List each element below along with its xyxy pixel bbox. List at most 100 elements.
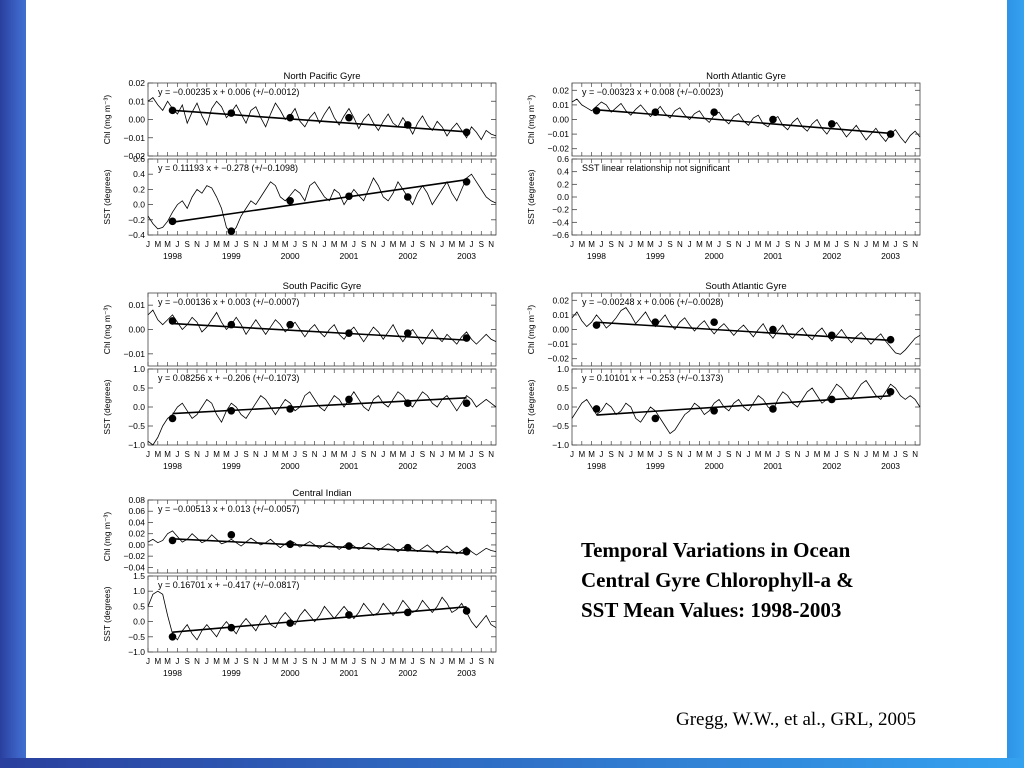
month-label: J — [864, 240, 868, 249]
annual-mean-point — [403, 543, 412, 552]
y-tick-label: 0.02 — [552, 85, 569, 95]
month-label: M — [706, 240, 713, 249]
month-label: N — [488, 240, 494, 249]
month-label: J — [234, 240, 238, 249]
annual-mean-point — [886, 388, 895, 396]
month-label: J — [570, 240, 574, 249]
month-label: J — [717, 240, 721, 249]
month-label: S — [243, 657, 248, 666]
annual-mean-point — [462, 334, 471, 342]
plot-frame — [147, 575, 497, 653]
year-label: 2001 — [763, 461, 782, 471]
month-label: J — [746, 240, 750, 249]
y-tick-label: −1.0 — [128, 647, 145, 657]
month-label: M — [154, 657, 161, 666]
year-label: 1998 — [587, 461, 606, 471]
annual-mean-point — [286, 113, 294, 122]
annual-mean-point — [462, 547, 471, 556]
y-tick-label: 0.4 — [557, 167, 569, 177]
fit-equation: y = 0.10101 x + −0.253 (+/−0.1373) — [582, 373, 723, 383]
y-tick-label: 0.2 — [133, 184, 145, 194]
monthly-series-line — [571, 379, 921, 435]
month-label: J — [469, 450, 473, 459]
annual-mean-point — [886, 335, 895, 344]
month-label: M — [449, 450, 456, 459]
month-label: M — [331, 240, 338, 249]
month-label: N — [853, 240, 859, 249]
trend-line — [172, 538, 467, 555]
month-label: J — [688, 450, 692, 459]
month-label: S — [361, 657, 366, 666]
annual-mean-point — [345, 192, 353, 201]
year-label: 2000 — [281, 251, 300, 261]
y-tick-label: 0.08 — [128, 495, 145, 505]
y-tick-label: −0.4 — [552, 217, 569, 227]
month-label: N — [371, 450, 377, 459]
month-label: J — [835, 240, 839, 249]
month-label: M — [824, 240, 831, 249]
month-label: S — [243, 450, 248, 459]
month-label: N — [618, 450, 624, 459]
annual-mean-point — [710, 108, 718, 116]
y-tick-label: 0.06 — [128, 506, 145, 516]
year-label: 2000 — [705, 461, 724, 471]
month-label: M — [400, 240, 407, 249]
month-label: M — [814, 450, 821, 459]
year-label: 2001 — [763, 251, 782, 261]
y-tick-label: −0.2 — [128, 215, 145, 225]
month-label: S — [243, 240, 248, 249]
month-label: S — [420, 450, 425, 459]
fit-equation: y = −0.00248 x + 0.006 (+/−0.0028) — [582, 297, 723, 307]
month-label: J — [469, 657, 473, 666]
month-label: J — [688, 240, 692, 249]
month-label: M — [637, 450, 644, 459]
month-label: S — [726, 240, 731, 249]
month-label: J — [205, 450, 209, 459]
month-label: S — [667, 450, 672, 459]
month-label: J — [658, 450, 662, 459]
year-label: 1999 — [646, 461, 665, 471]
annual-mean-point — [592, 106, 601, 115]
month-label: M — [578, 240, 585, 249]
month-label: N — [912, 240, 918, 249]
month-label: M — [223, 657, 230, 666]
month-label: M — [154, 240, 161, 249]
y-tick-label: 0.6 — [557, 154, 569, 164]
month-label: J — [293, 450, 297, 459]
year-label: 2003 — [881, 461, 900, 471]
annual-mean-point — [286, 197, 294, 205]
month-label: J — [411, 240, 415, 249]
month-label: N — [371, 657, 377, 666]
y-tick-label: 0.0 — [557, 192, 569, 202]
annual-mean-point — [769, 115, 777, 124]
y-tick-label: 0.00 — [552, 115, 569, 125]
month-label: J — [440, 450, 444, 459]
month-label: M — [755, 240, 762, 249]
month-label: J — [835, 450, 839, 459]
month-label: S — [185, 240, 190, 249]
year-label: 2002 — [398, 461, 417, 471]
month-label: J — [322, 240, 326, 249]
month-label: S — [609, 240, 614, 249]
month-label: J — [629, 240, 633, 249]
annual-mean-point — [227, 227, 236, 235]
month-label: M — [647, 240, 654, 249]
y-tick-label: 0.01 — [128, 300, 145, 310]
monthly-series-line — [147, 97, 497, 141]
y-axis-title: Chl (mg m⁻³) — [526, 95, 536, 145]
month-label: M — [390, 240, 397, 249]
month-label: S — [185, 657, 190, 666]
annual-mean-point — [651, 108, 660, 116]
month-label: S — [420, 240, 425, 249]
trend-line — [172, 397, 467, 415]
annual-mean-point — [227, 407, 236, 415]
year-label: 1999 — [222, 251, 241, 261]
annual-mean-point — [827, 331, 836, 340]
annual-mean-point — [403, 329, 412, 337]
month-label: M — [331, 657, 338, 666]
month-label: M — [213, 657, 220, 666]
plot-frame — [147, 158, 497, 236]
month-label: N — [795, 240, 801, 249]
month-label: J — [293, 657, 297, 666]
y-tick-label: 0.04 — [128, 517, 145, 527]
